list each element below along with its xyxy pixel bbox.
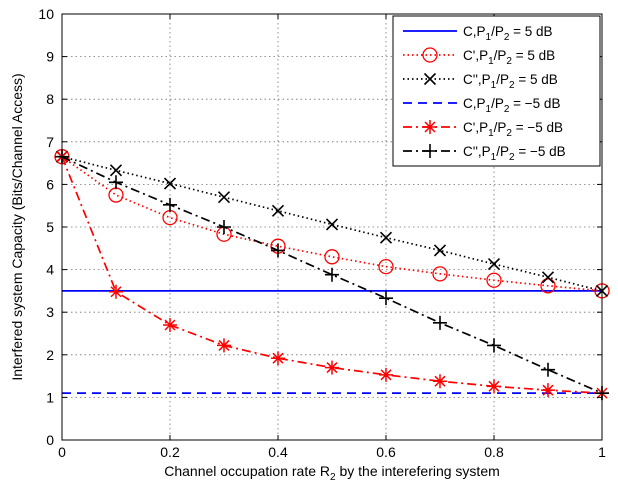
plus-marker [163, 197, 177, 212]
legend-entry-4: C,P1​/P2​ = −5 dB [403, 96, 560, 115]
plus-marker [271, 243, 285, 258]
asterisk-marker [217, 338, 231, 353]
x-marker [487, 257, 501, 271]
x-marker [379, 231, 393, 244]
series-6 [55, 149, 609, 401]
x-tick-label: 0.2 [160, 444, 180, 460]
y-tick-label: 5 [46, 219, 54, 235]
asterisk-marker [325, 360, 339, 375]
legend: C,P1​/P2​ = 5 dB C',P1​/P2​ = 5 dB C'',P1​… [392, 15, 601, 167]
plus-marker [109, 175, 123, 190]
legend-label: C,P1​/P2​ = 5 dB [463, 24, 553, 43]
asterisk-marker [109, 284, 123, 299]
legend-entry-5: C',P1​/P2​ = −5 dB [403, 120, 563, 139]
y-tick-label: 6 [46, 176, 54, 192]
x-tick-label: 0.4 [268, 444, 288, 460]
x-tick-label: 0.8 [484, 444, 504, 460]
y-tick-label: 4 [46, 262, 54, 278]
plus-marker [423, 144, 437, 158]
legend-entry-2: C',P1​/P2​ = 5 dB [403, 47, 555, 67]
series-layer [54, 149, 610, 401]
circle-marker [422, 47, 438, 63]
x-marker [423, 72, 437, 86]
y-tick-label: 7 [46, 134, 54, 150]
y-tick-label: 10 [38, 6, 54, 22]
x-tick-label: 0 [58, 444, 66, 460]
circle-marker [486, 272, 502, 288]
x-axis-label: Channel occupation rate R2​ by the inter… [164, 463, 500, 483]
plus-marker [433, 315, 447, 330]
legend-entry-3: C'',P1​/P2​ = 5 dB [403, 72, 558, 91]
asterisk-marker [433, 374, 447, 389]
legend-label: C',P1​/P2​ = 5 dB [463, 48, 555, 67]
y-axis-label-text: Interfered system Capacity (Bits/Channel… [9, 73, 25, 380]
y-tick-label: 2 [46, 347, 54, 363]
legend-entry-6: C'',P1​/P2​ = −5 dB [403, 144, 566, 163]
x-marker [271, 204, 285, 217]
legend-entry-1: C,P1​/P2​ = 5 dB [403, 24, 553, 43]
plus-marker [217, 220, 231, 234]
plus-marker [325, 267, 339, 282]
legend-box [392, 15, 601, 167]
y-tick-label: 9 [46, 49, 54, 65]
y-tick-label: 1 [46, 389, 54, 405]
series-line [61, 156, 603, 292]
asterisk-marker [541, 383, 555, 398]
x-marker [163, 177, 177, 190]
asterisk-marker [379, 367, 393, 382]
circle-marker [378, 258, 394, 275]
series-line [61, 155, 603, 292]
asterisk-marker [423, 120, 437, 134]
circle-marker [432, 266, 448, 282]
legend-label: C',P1​/P2​ = −5 dB [463, 120, 563, 139]
plus-marker [379, 291, 393, 306]
y-axis-label: Interfered system Capacity (Bits/Channel… [9, 73, 25, 380]
x-marker [325, 218, 339, 231]
legend-label: C'',P1​/P2​ = −5 dB [463, 144, 566, 163]
asterisk-marker [271, 351, 285, 366]
circle-marker [540, 278, 556, 294]
x-marker [109, 164, 123, 177]
series-line [61, 155, 603, 394]
x-marker [541, 271, 555, 284]
series-5 [55, 149, 609, 401]
series-line [61, 156, 603, 394]
asterisk-marker [163, 317, 177, 332]
asterisk-marker [487, 379, 501, 394]
x-marker [217, 191, 231, 204]
y-tick-label: 8 [46, 91, 54, 107]
y-tick-label: 3 [46, 304, 54, 320]
legend-label: C'',P1​/P2​ = 5 dB [463, 72, 558, 91]
x-axis-label-text: Channel occupation rate R2​ by the inter… [164, 463, 500, 483]
circle-marker [324, 249, 340, 265]
plus-marker [487, 338, 501, 353]
x-marker [433, 244, 447, 257]
x-tick-label: 1 [598, 444, 606, 460]
plus-marker [541, 362, 555, 377]
x-tick-label: 0.6 [376, 444, 396, 460]
y-tick-label: 0 [46, 432, 54, 448]
legend-label: C,P1​/P2​ = −5 dB [463, 96, 560, 115]
